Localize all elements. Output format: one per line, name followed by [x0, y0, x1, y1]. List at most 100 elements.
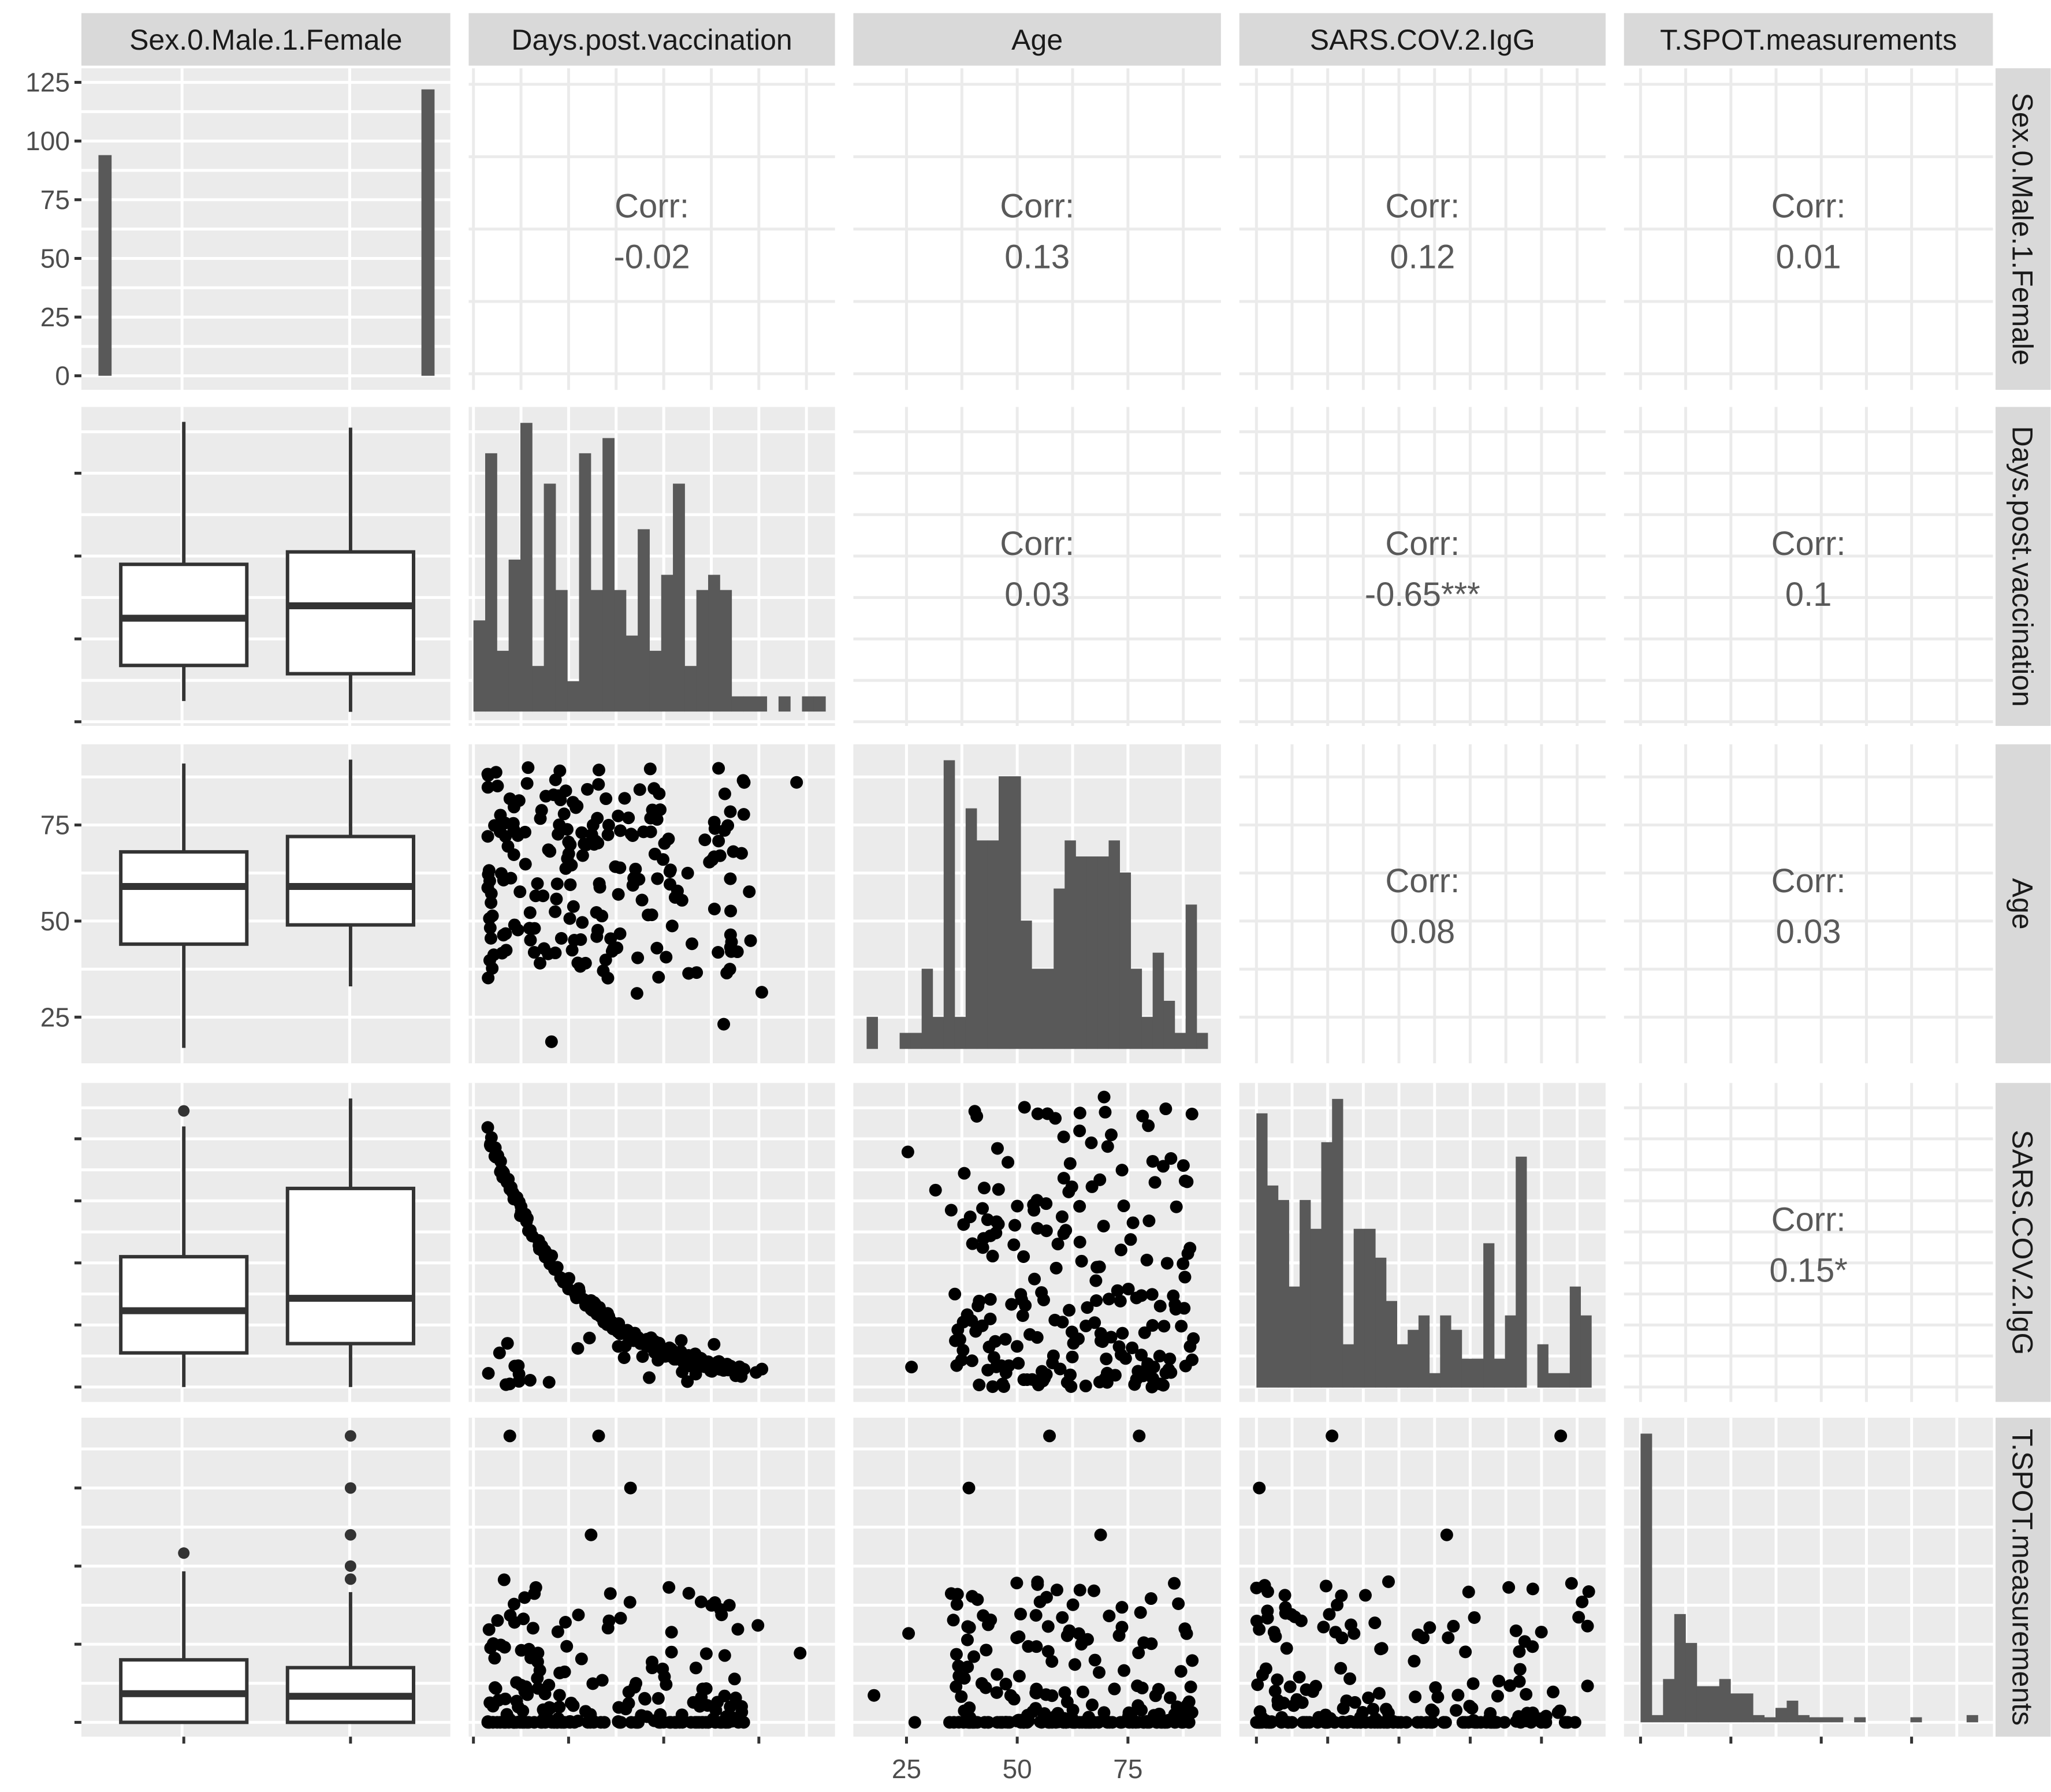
scatter-point	[1040, 1224, 1053, 1238]
histogram-bar	[1375, 1257, 1387, 1388]
scatter-point	[1411, 1716, 1424, 1729]
scatter-point	[552, 828, 565, 841]
scatter-point	[1261, 1612, 1274, 1625]
scatter-point	[1157, 1320, 1171, 1333]
scatter-point	[643, 1371, 656, 1384]
box-iqr	[285, 1186, 415, 1346]
scatter-point	[991, 1142, 1004, 1155]
histogram-bar	[555, 590, 568, 712]
scatter-point	[1169, 1302, 1182, 1316]
scatter-point	[1539, 1709, 1553, 1723]
scatter-point	[489, 1682, 502, 1695]
scatter-point	[1029, 1609, 1043, 1622]
histogram-bar	[1119, 872, 1131, 1049]
scatter-point	[1348, 1627, 1361, 1640]
scatter-point	[1298, 1716, 1311, 1729]
scatter-point	[592, 1429, 605, 1443]
scatter-point	[488, 1652, 501, 1665]
scatter-point	[1183, 1242, 1197, 1255]
scatter-point	[1045, 1689, 1059, 1702]
scatter-point	[943, 1716, 956, 1729]
strip-labels-layer: Sex.0.Male.1.Female Days.post.vaccination…	[81, 13, 2051, 1737]
histogram-bar	[1651, 1715, 1663, 1723]
histogram-bar	[1537, 1344, 1549, 1388]
scatter-point	[1072, 1332, 1085, 1346]
scatter-point	[491, 1149, 504, 1162]
histogram-bar	[1708, 1686, 1720, 1723]
scatter-point	[576, 849, 589, 862]
y-axis-tick-label: 125	[25, 68, 70, 98]
scatter-point	[1142, 1119, 1155, 1132]
histogram-bar	[999, 776, 1010, 1049]
row-strip	[1995, 744, 2051, 1064]
scatter-point	[1177, 1159, 1190, 1172]
scatter-point	[572, 1608, 585, 1622]
scatter-point	[493, 1346, 506, 1359]
corr-value: 0.12	[1390, 239, 1455, 276]
scatter-point	[628, 1681, 641, 1694]
scatter-point	[1056, 1316, 1069, 1329]
scatter-point	[901, 1145, 914, 1158]
column-strip	[81, 13, 451, 66]
scatter-point	[512, 1374, 526, 1388]
histogram-bar	[899, 1033, 911, 1049]
scatter-point	[1126, 1341, 1139, 1354]
scatter-point	[1012, 1357, 1025, 1370]
outlier-point	[344, 1573, 356, 1585]
scatter-point	[522, 761, 535, 774]
outlier-point	[344, 1529, 356, 1541]
scatter-point	[694, 1595, 708, 1608]
scatter-point	[965, 1354, 978, 1368]
scatter-point	[902, 1627, 915, 1640]
corr-value: 0.13	[1004, 239, 1070, 276]
scatter-point	[1076, 1685, 1089, 1698]
scatter-point	[533, 956, 546, 970]
scatter-point	[1466, 1677, 1480, 1690]
scatter-point	[1078, 1716, 1092, 1729]
histogram-bar	[649, 650, 662, 712]
histogram-bar	[1832, 1717, 1844, 1723]
scatter-point	[482, 971, 495, 985]
histogram-bar	[1685, 1642, 1698, 1723]
scatter-point	[567, 900, 580, 913]
scatter-point	[503, 1429, 516, 1443]
histogram-bar	[1559, 1373, 1570, 1388]
scatter-point	[591, 923, 604, 937]
scatter-point	[1467, 1714, 1480, 1727]
scatter-point	[1041, 1620, 1055, 1633]
scatter-point	[1085, 1698, 1099, 1712]
scatter-point	[612, 809, 625, 822]
scatter-point	[1108, 1682, 1121, 1696]
scatter-point	[1341, 1716, 1354, 1729]
scatter-point	[1408, 1655, 1421, 1668]
scatter-point	[1572, 1611, 1585, 1624]
scatter-point	[645, 908, 658, 922]
scatter-point	[575, 826, 589, 839]
scatter-point	[731, 1623, 745, 1636]
scatter-point	[668, 891, 682, 904]
scatter-point	[1011, 1199, 1024, 1213]
histogram-bar	[1097, 856, 1109, 1049]
scatter-point	[713, 849, 727, 862]
scatter-point	[976, 1319, 989, 1332]
scatter-point	[695, 1691, 708, 1704]
scatter-point	[498, 1692, 512, 1705]
scatter-point	[1097, 1220, 1110, 1233]
scatter-point	[1412, 1628, 1425, 1641]
scatter-point	[1440, 1528, 1453, 1541]
histogram-bar	[1130, 968, 1142, 1049]
scatter-point	[1132, 1646, 1145, 1660]
scatter-point	[1094, 1327, 1107, 1340]
scatter-point	[1005, 1298, 1018, 1311]
scatter-point	[1066, 1716, 1079, 1729]
scatter-point	[1131, 1699, 1145, 1712]
scatter-point	[512, 1700, 525, 1713]
scatter-point	[489, 766, 502, 779]
scatter-point	[1163, 1353, 1177, 1366]
scatter-point	[497, 1573, 511, 1586]
box-iqr	[285, 834, 415, 927]
scatter-point	[1010, 1631, 1023, 1645]
scatter-point	[592, 778, 605, 791]
scatter-point	[958, 1167, 971, 1180]
scatter-point	[1075, 1638, 1088, 1651]
